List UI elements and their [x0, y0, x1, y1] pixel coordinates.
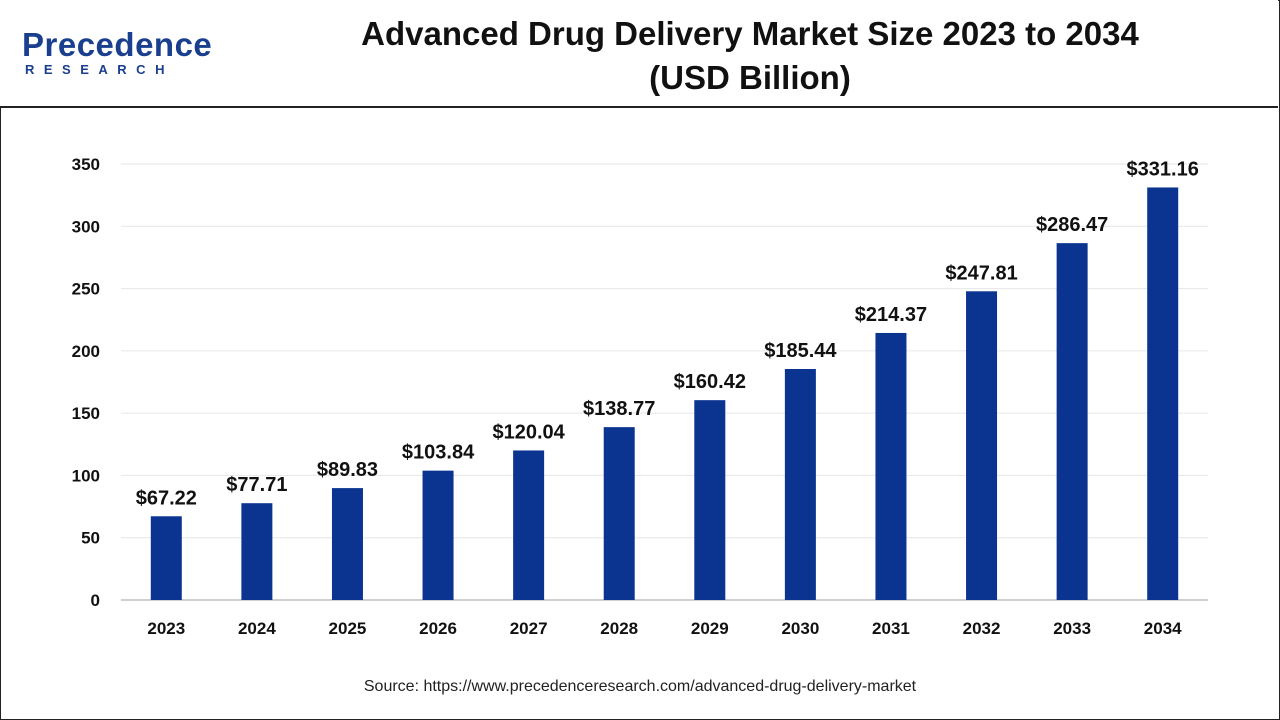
x-tick-label-2025: 2025: [329, 619, 367, 638]
data-label-2026: $103.84: [402, 442, 475, 464]
bar-2024: [241, 503, 273, 600]
bar-chart: 0 50 100 150 200 250 300 350 $67.22 2023 $77.71 202…: [72, 155, 1208, 638]
chart-title-line2: (USD Billion): [649, 59, 851, 96]
data-label-2028: $138.77: [583, 398, 655, 420]
x-tick-label-2028: 2028: [600, 619, 638, 638]
brand-logo: Precedence RESEARCH: [22, 26, 222, 86]
x-tick-label-2033: 2033: [1053, 619, 1091, 638]
data-label-2032: $247.81: [945, 262, 1017, 284]
bar-2032: [966, 291, 998, 600]
bar-2027: [513, 450, 545, 600]
x-tick-label-2030: 2030: [781, 619, 819, 638]
bar-2031: [875, 332, 907, 600]
chart-title-line1: Advanced Drug Delivery Market Size 2023 …: [361, 15, 1139, 52]
y-tick-label: 100: [72, 466, 100, 485]
bar-2023: [150, 516, 182, 600]
bar-2028: [603, 427, 635, 600]
source-note: Source: https://www.precedenceresearch.c…: [363, 678, 917, 695]
logo-subtitle: RESEARCH: [25, 62, 174, 77]
x-tick-label-2024: 2024: [238, 619, 276, 638]
x-tick-label-2026: 2026: [419, 619, 457, 638]
bar-2034: [1147, 187, 1179, 601]
logo-wordmark: Precedence: [22, 26, 213, 63]
header: Precedence RESEARCH Advanced Drug Delive…: [0, 0, 1278, 108]
bar-2025: [331, 488, 363, 600]
data-label-2034: $331.16: [1127, 158, 1199, 180]
x-tick-label-2027: 2027: [510, 619, 548, 638]
x-tick-label-2029: 2029: [691, 619, 729, 638]
y-tick-label: 50: [81, 529, 100, 548]
data-label-2025: $89.83: [317, 459, 378, 481]
y-tick-label: 150: [72, 404, 100, 423]
x-tick-label-2032: 2032: [963, 619, 1001, 638]
chart-title: Advanced Drug Delivery Market Size 2023 …: [240, 12, 1260, 100]
y-tick-label: 250: [72, 280, 100, 299]
data-label-2033: $286.47: [1036, 214, 1108, 236]
x-tick-label-2034: 2034: [1144, 619, 1182, 638]
bar-2030: [784, 368, 816, 600]
data-label-2024: $77.71: [226, 474, 287, 496]
data-label-2023: $67.22: [136, 487, 197, 509]
bar-2026: [422, 470, 454, 600]
y-tick-label: 200: [72, 342, 100, 361]
data-label-2031: $214.37: [855, 304, 927, 326]
y-tick-label: 350: [72, 155, 100, 174]
x-tick-label-2023: 2023: [147, 619, 185, 638]
bar-2029: [694, 400, 726, 600]
x-tick-label-2031: 2031: [872, 619, 910, 638]
data-label-2029: $160.42: [674, 371, 746, 393]
data-label-2030: $185.44: [764, 340, 837, 362]
bar-2033: [1056, 243, 1088, 600]
y-tick-label: 300: [72, 217, 100, 236]
data-label-2027: $120.04: [492, 421, 565, 443]
y-tick-label: 0: [91, 591, 100, 610]
